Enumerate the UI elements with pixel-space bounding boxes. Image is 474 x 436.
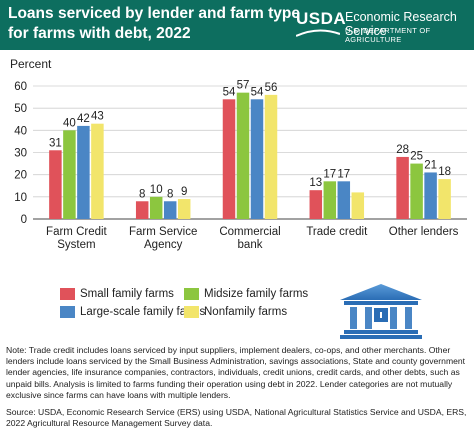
bar	[163, 201, 177, 219]
data-label: 40	[63, 117, 76, 129]
legend-label: Midsize family farms	[204, 288, 309, 300]
x-tick-label: Farm Credit	[46, 226, 108, 238]
bar	[337, 181, 351, 219]
data-label: 17	[323, 168, 336, 180]
bar	[264, 94, 278, 219]
y-axis-label: Percent	[10, 57, 52, 71]
bar	[250, 99, 264, 219]
chart-source: Source: USDA, Economic Research Service …	[6, 407, 467, 429]
data-label: 31	[49, 137, 62, 149]
data-label: 28	[396, 144, 409, 156]
x-tick-label: Agency	[144, 239, 183, 251]
bar	[236, 92, 250, 219]
bar	[424, 172, 437, 219]
bar	[323, 181, 337, 219]
legend-swatch	[184, 306, 199, 318]
header-banner: Loans serviced by lender and farm type f…	[0, 0, 474, 50]
y-tick-label: 0	[21, 214, 27, 226]
usda-swoosh-icon	[296, 29, 340, 37]
data-label: 56	[265, 82, 278, 94]
x-tick-label: System	[57, 239, 95, 251]
data-label: 8	[139, 188, 145, 200]
data-label: 43	[91, 111, 104, 123]
data-label: 17	[337, 168, 350, 180]
bar	[438, 179, 451, 219]
legend-swatch	[60, 306, 75, 318]
bar	[410, 163, 423, 219]
x-tick-label: Trade credit	[306, 226, 368, 238]
bar	[309, 190, 323, 219]
legend-label: Large-scale family farms	[80, 306, 206, 318]
title-line-1: Loans serviced by lender and farm type	[8, 5, 301, 22]
legend-label: Small family farms	[80, 288, 174, 300]
legend-item: Nonfamily farms	[184, 306, 287, 318]
bar	[149, 196, 163, 219]
chart-note: Note: Trade credit includes loans servic…	[6, 345, 466, 400]
data-label: 21	[424, 159, 437, 171]
bar	[77, 125, 90, 219]
bar	[177, 199, 191, 219]
bar	[222, 99, 236, 219]
data-label: 25	[410, 151, 423, 163]
title-line-2: for farms with debt, 2022	[8, 25, 191, 42]
data-label: 42	[77, 113, 90, 125]
y-tick-label: 60	[14, 81, 27, 93]
data-label: 13	[309, 177, 322, 189]
bar	[91, 123, 104, 219]
x-tick-label: bank	[238, 239, 263, 251]
chart-title: Loans serviced by lender and farm type f…	[8, 4, 300, 44]
data-label: 18	[438, 166, 451, 178]
data-label: 54	[251, 86, 264, 98]
legend-item: Large-scale family farms	[60, 306, 205, 318]
data-label: 8	[167, 188, 173, 200]
legend-label: Nonfamily farms	[204, 306, 288, 318]
legend-item: Small family farms	[60, 288, 174, 300]
bar	[396, 156, 409, 219]
data-label: 54	[223, 86, 236, 98]
legend-item: Midsize family farms	[184, 288, 308, 300]
legend-swatch	[184, 288, 199, 300]
department-name: U.S. DEPARTMENT OF AGRICULTURE	[345, 26, 431, 44]
bar	[351, 192, 365, 219]
legend-swatch	[60, 288, 75, 300]
x-tick-label: Other lenders	[389, 226, 459, 238]
y-tick-label: 20	[14, 170, 27, 182]
data-label: 10	[150, 184, 163, 196]
y-tick-label: 30	[14, 148, 27, 160]
data-label: 9	[181, 186, 187, 198]
x-tick-label: Commercial	[219, 226, 280, 238]
x-tick-label: Farm Service	[129, 226, 197, 238]
data-label: 57	[237, 80, 250, 92]
y-tick-label: 40	[14, 125, 27, 137]
agency-name: Economic Research Service	[345, 10, 457, 38]
usda-logo: USDA	[296, 9, 347, 28]
bank-building-icon	[340, 284, 422, 339]
y-tick-label: 10	[14, 192, 27, 204]
bar	[49, 150, 62, 219]
bar	[63, 130, 76, 219]
y-tick-label: 50	[14, 103, 27, 115]
bar	[135, 201, 149, 219]
